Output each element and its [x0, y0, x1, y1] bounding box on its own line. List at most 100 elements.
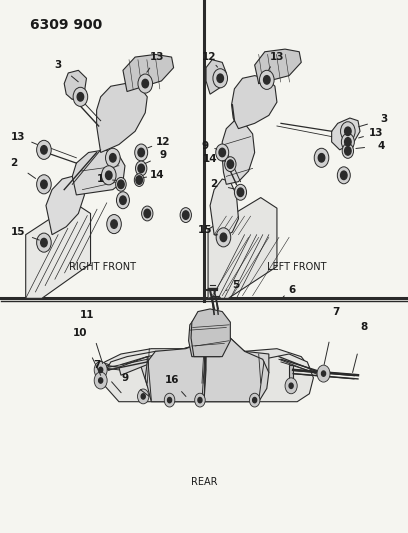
- Text: 15: 15: [197, 225, 212, 236]
- Text: 13: 13: [369, 128, 384, 138]
- Polygon shape: [206, 60, 226, 94]
- Circle shape: [318, 154, 325, 162]
- Circle shape: [345, 147, 351, 155]
- Polygon shape: [97, 84, 147, 152]
- Circle shape: [77, 93, 84, 101]
- Circle shape: [227, 160, 234, 168]
- Text: 2: 2: [211, 179, 218, 189]
- Circle shape: [41, 238, 47, 247]
- Circle shape: [342, 143, 353, 158]
- Circle shape: [345, 127, 351, 135]
- Circle shape: [144, 209, 151, 217]
- Circle shape: [253, 398, 257, 403]
- Polygon shape: [46, 176, 84, 235]
- Text: 4: 4: [378, 141, 385, 151]
- Text: 2: 2: [10, 158, 17, 168]
- Circle shape: [37, 233, 51, 252]
- Circle shape: [289, 383, 293, 389]
- Circle shape: [106, 148, 120, 167]
- Text: 14: 14: [203, 155, 217, 164]
- Circle shape: [135, 161, 147, 176]
- Polygon shape: [191, 309, 231, 357]
- Polygon shape: [208, 198, 277, 298]
- Circle shape: [249, 393, 260, 407]
- Circle shape: [137, 389, 149, 404]
- Text: 14: 14: [150, 171, 165, 180]
- Text: 6: 6: [289, 285, 296, 295]
- Circle shape: [322, 371, 326, 376]
- Text: RIGHT FRONT: RIGHT FRONT: [69, 262, 136, 272]
- Text: 9: 9: [201, 141, 208, 151]
- Circle shape: [37, 140, 51, 159]
- Circle shape: [136, 176, 142, 184]
- Circle shape: [142, 79, 149, 88]
- Text: 13: 13: [270, 52, 284, 62]
- Circle shape: [216, 144, 229, 161]
- Circle shape: [237, 188, 244, 197]
- Text: 12: 12: [156, 137, 171, 147]
- Circle shape: [94, 361, 107, 378]
- Circle shape: [41, 180, 47, 189]
- Circle shape: [142, 206, 153, 221]
- Polygon shape: [332, 118, 360, 150]
- Text: 8: 8: [360, 322, 368, 333]
- Circle shape: [37, 175, 51, 194]
- Circle shape: [138, 164, 144, 173]
- Circle shape: [213, 69, 228, 88]
- Polygon shape: [119, 357, 147, 375]
- Circle shape: [341, 171, 347, 180]
- Text: 3: 3: [381, 114, 388, 124]
- Text: 9: 9: [160, 150, 167, 160]
- Circle shape: [345, 138, 351, 146]
- Circle shape: [182, 211, 189, 219]
- Polygon shape: [26, 203, 91, 298]
- Text: 16: 16: [164, 375, 179, 385]
- Polygon shape: [255, 49, 301, 84]
- Circle shape: [220, 233, 227, 241]
- Circle shape: [180, 208, 191, 222]
- Text: 10: 10: [73, 328, 88, 338]
- Circle shape: [217, 74, 224, 83]
- Polygon shape: [64, 70, 86, 100]
- Circle shape: [141, 394, 145, 399]
- Circle shape: [317, 365, 330, 382]
- Text: 12: 12: [202, 52, 216, 62]
- Circle shape: [116, 192, 129, 209]
- Circle shape: [337, 167, 350, 184]
- Circle shape: [219, 148, 226, 157]
- Circle shape: [341, 122, 355, 141]
- Circle shape: [216, 228, 231, 247]
- Circle shape: [99, 378, 103, 383]
- Polygon shape: [232, 76, 277, 128]
- Polygon shape: [222, 120, 255, 184]
- Circle shape: [138, 74, 153, 93]
- Circle shape: [285, 378, 297, 394]
- Polygon shape: [72, 150, 125, 195]
- Circle shape: [111, 220, 117, 228]
- Text: LEFT FRONT: LEFT FRONT: [268, 262, 327, 272]
- Polygon shape: [105, 319, 313, 402]
- Circle shape: [110, 154, 116, 162]
- Text: 7: 7: [93, 360, 100, 369]
- Circle shape: [264, 76, 270, 84]
- Text: 6309 900: 6309 900: [30, 18, 102, 33]
- Circle shape: [341, 133, 354, 150]
- Circle shape: [107, 215, 121, 233]
- Text: 13: 13: [11, 132, 26, 142]
- Circle shape: [41, 146, 47, 154]
- Polygon shape: [145, 343, 206, 402]
- Polygon shape: [204, 325, 269, 402]
- Circle shape: [198, 398, 202, 403]
- Circle shape: [138, 148, 144, 157]
- Circle shape: [120, 196, 126, 205]
- Circle shape: [94, 372, 107, 389]
- Circle shape: [195, 393, 205, 407]
- Polygon shape: [141, 343, 206, 386]
- Circle shape: [135, 144, 148, 161]
- Polygon shape: [204, 325, 269, 386]
- Circle shape: [106, 171, 112, 180]
- Circle shape: [225, 157, 236, 172]
- Circle shape: [314, 148, 329, 167]
- Circle shape: [168, 398, 172, 403]
- Polygon shape: [210, 179, 238, 237]
